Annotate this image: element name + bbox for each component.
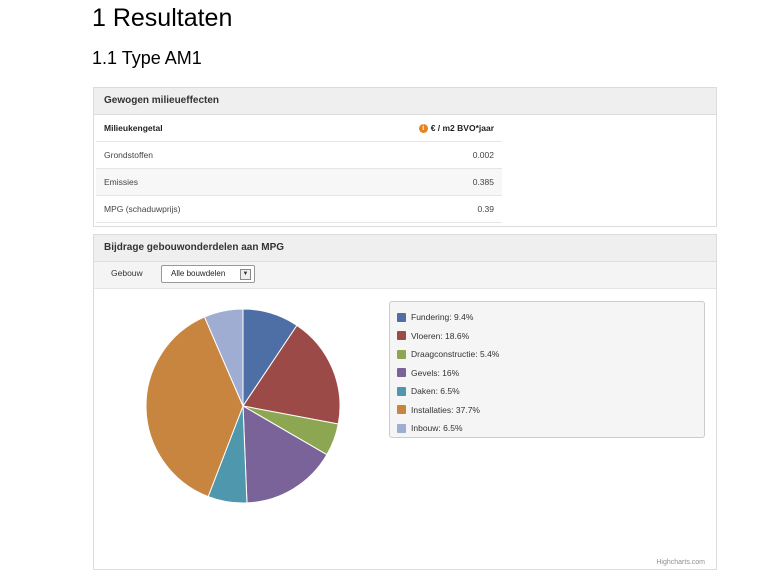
gebouw-select[interactable]: Alle bouwdelen ▼ — [161, 265, 255, 283]
chart-legend: Fundering: 9.4% Vloeren: 18.6% Draagconstr… — [389, 301, 705, 438]
legend-swatch — [397, 405, 406, 415]
legend-label: Inbouw: 6.5% — [411, 423, 463, 434]
table-row: Emissies 0.385 — [96, 168, 502, 196]
legend-item[interactable]: Daken: 6.5% — [397, 382, 704, 401]
legend-item[interactable]: Installaties: 37.7% — [397, 401, 704, 420]
gebouw-select-value: Alle bouwdelen — [171, 269, 226, 278]
column-label: Milieukengetal — [96, 115, 301, 142]
pie-slice-gevels[interactable] — [242, 405, 328, 504]
legend-swatch — [397, 349, 406, 359]
legend-item[interactable]: Inbouw: 6.5% — [397, 419, 704, 438]
legend-item[interactable]: Gevels: 16% — [397, 364, 704, 383]
pie-chart — [145, 308, 341, 504]
row-label: Emissies — [96, 168, 301, 196]
legend-swatch — [397, 312, 406, 322]
legend-item[interactable]: Vloeren: 18.6% — [397, 327, 704, 346]
legend-label: Fundering: 9.4% — [411, 312, 474, 323]
legend-swatch — [397, 386, 406, 396]
pie-slice-vloeren[interactable] — [242, 324, 341, 425]
legend-swatch — [397, 423, 406, 433]
filter-row: Gebouw Alle bouwdelen ▼ — [94, 262, 716, 289]
bijdrage-header: Bijdrage gebouwonderdelen aan MPG — [94, 235, 716, 262]
legend-swatch — [397, 368, 406, 378]
legend-swatch — [397, 331, 406, 341]
milieueffecten-panel: Gewogen milieueffecten Milieukengetal i €… — [93, 87, 717, 227]
pie-slice-installaties[interactable] — [145, 316, 244, 498]
legend-label: Gevels: 16% — [411, 367, 460, 378]
legend-item[interactable]: Draagconstructie: 5.4% — [397, 345, 704, 364]
column-unit: i € / m2 BVO*jaar — [300, 115, 502, 142]
dropdown-arrow-icon: ▼ — [240, 269, 251, 280]
legend-item[interactable]: Fundering: 9.4% — [397, 308, 704, 327]
bijdrage-panel: Bijdrage gebouwonderdelen aan MPG Gebouw… — [93, 234, 717, 570]
legend-label: Draagconstructie: 5.4% — [411, 349, 500, 360]
column-unit-label: € / m2 BVO*jaar — [430, 122, 494, 133]
row-value: 0.39 — [300, 195, 502, 223]
legend-label: Daken: 6.5% — [411, 386, 460, 397]
section-title: 1.1 Type AM1 — [92, 48, 202, 68]
info-icon[interactable]: i — [418, 124, 428, 134]
row-label: Grondstoffen — [96, 141, 301, 169]
table-header-row: Milieukengetal i € / m2 BVO*jaar — [96, 115, 502, 142]
table-row: Grondstoffen 0.002 — [96, 141, 502, 169]
highcharts-credits[interactable]: Highcharts.com — [656, 559, 705, 566]
row-value: 0.385 — [300, 168, 502, 196]
milieueffecten-header: Gewogen milieueffecten — [94, 88, 716, 115]
pie-slice-inbouw[interactable] — [203, 308, 244, 407]
gebouw-label: Gebouw — [111, 268, 143, 278]
milieueffecten-table: Milieukengetal i € / m2 BVO*jaar Grondsto… — [96, 115, 502, 223]
legend-label: Installaties: 37.7% — [411, 404, 480, 415]
page-title: 1 Resultaten — [92, 4, 233, 32]
legend-label: Vloeren: 18.6% — [411, 330, 470, 341]
row-label: MPG (schaduwprijs) — [96, 195, 301, 223]
row-value: 0.002 — [300, 141, 502, 169]
table-row: MPG (schaduwprijs) 0.39 — [96, 195, 502, 223]
